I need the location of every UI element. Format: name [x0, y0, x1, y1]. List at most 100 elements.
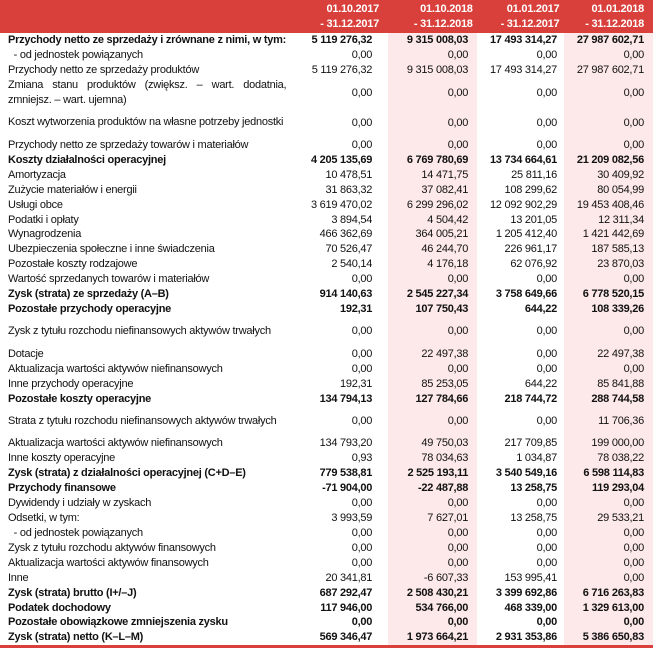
value-cell: 7 627,01: [388, 510, 478, 526]
value-cell: 0,00: [388, 406, 478, 436]
value-cell: 78 034,63: [388, 450, 478, 466]
value-cell: 2 545 227,34: [388, 286, 478, 302]
row-label: Ubezpieczenia społeczne i inne świadczen…: [8, 243, 215, 256]
row-label: Przychody netto ze sprzedaży i zrównane …: [8, 34, 287, 47]
value-cell: 0,00: [351, 86, 373, 99]
value-cell: 108 339,26: [564, 301, 653, 317]
row-label: Przychody netto ze sprzedaży produktów: [8, 64, 200, 77]
value-cell: 9 315 008,03: [388, 33, 478, 48]
row-label: Wynagrodzenia: [8, 228, 82, 241]
table-row: Pozostałe koszty rodzajowe 2 540,14 4 176,…: [0, 256, 653, 272]
value-cell: 1 034,87: [516, 452, 558, 465]
value-cell: 119 293,04: [564, 480, 653, 496]
row-label: Amortyzacja: [8, 168, 66, 181]
value-cell: 29 533,21: [564, 510, 653, 526]
value-cell: 11 706,36: [564, 406, 653, 436]
row-label: Pozostałe koszty rodzajowe: [8, 258, 138, 271]
table-row: Pozostałe obowiązkowe zmniejszenia zysku…: [0, 615, 653, 630]
value-cell: 20 341,81: [325, 571, 373, 584]
row-label: Inne przychody operacyjne: [8, 377, 134, 390]
row-label: Przychody netto ze sprzedaży towarów i m…: [8, 138, 249, 151]
value-cell: 134 794,13: [319, 392, 373, 405]
value-cell: 13 258,75: [510, 482, 558, 495]
row-label: Zysk (strata) brutto (I+/–J): [8, 586, 137, 599]
value-cell: 187 585,13: [564, 241, 653, 257]
value-cell: 0,00: [351, 362, 373, 375]
value-cell: 22 497,38: [388, 346, 478, 362]
row-label: Podatki i opłaty: [8, 213, 79, 226]
value-cell: 0,00: [564, 555, 653, 571]
value-cell: 192,31: [340, 303, 373, 316]
value-cell: 0,00: [564, 137, 653, 153]
value-cell: 0,00: [388, 316, 478, 347]
value-cell: 13 258,75: [510, 512, 558, 525]
value-cell: 468 339,00: [504, 601, 558, 614]
value-cell: 3 758 649,66: [495, 288, 558, 301]
value-cell: 2 931 353,86: [495, 631, 558, 644]
row-label: Zysk (strata) netto (K–L–M): [8, 631, 144, 644]
value-cell: 0,00: [536, 325, 558, 338]
value-cell: 153 995,41: [504, 571, 558, 584]
table-row: Dotacje 0,00 22 497,38 0,00 22 497,38: [0, 346, 653, 362]
table-row: Zysk (strata) brutto (I+/–J) 687 292,47 2 …: [0, 585, 653, 601]
table-row: Zmiana stanu produktów (zwiększ. – wart.…: [0, 77, 653, 108]
value-cell: 4 205 135,69: [310, 153, 373, 166]
value-cell: 0,00: [388, 540, 478, 556]
value-cell: 6 778 520,15: [564, 286, 653, 302]
value-cell: 0,00: [536, 116, 558, 129]
header-col-2: 01.10.2018- 31.12.2018: [413, 3, 473, 30]
value-cell: 0,00: [536, 49, 558, 62]
value-cell: 0,00: [388, 47, 478, 63]
value-cell: 27 987 602,71: [564, 33, 653, 48]
row-label: Pozostałe przychody operacyjne: [8, 303, 172, 316]
row-label: Pozostałe obowiązkowe zmniejszenia zysku: [8, 616, 228, 629]
value-cell: 117 946,00: [320, 601, 373, 614]
value-cell: 1 329 613,00: [564, 600, 653, 616]
value-cell: 13 734 664,61: [489, 153, 558, 166]
value-cell: 1 205 412,40: [495, 228, 558, 241]
row-label: Inne: [8, 571, 29, 584]
value-cell: 9 315 008,03: [388, 62, 478, 78]
table-row: Koszty działalności operacyjnej 4 205 135…: [0, 152, 653, 168]
table-header: 01.10.2017- 31.12.2017 01.10.2018- 31.12…: [0, 0, 653, 33]
value-cell: -71 904,00: [322, 482, 373, 495]
value-cell: 70 526,47: [325, 243, 373, 256]
row-label: Koszty działalności operacyjnej: [8, 153, 166, 166]
value-cell: 779 538,81: [319, 467, 373, 480]
value-cell: 49 750,03: [388, 435, 478, 451]
value-cell: 19 453 408,46: [564, 197, 653, 213]
header-col-1: 01.10.2017- 31.12.2017: [320, 3, 380, 30]
table-row: Amortyzacja 10 478,51 14 471,75 25 811,16 30…: [0, 167, 653, 183]
table-row: Podatek dochodowy 117 946,00 534 766,00 468…: [0, 600, 653, 616]
row-label: Aktualizacja wartości aktywów finansowyc…: [8, 556, 209, 569]
table-row: Inne koszty operacyjne 0,93 78 034,63 1 034…: [0, 450, 653, 466]
value-cell: 1 973 664,21: [388, 629, 478, 645]
value-cell: 6 769 780,69: [388, 152, 478, 168]
row-label: Koszt wytworzenia produktów na własne po…: [8, 116, 284, 129]
table-row: - od jednostek powiązanych 0,00 0,00 0,00 0,…: [0, 525, 653, 541]
value-cell: 46 244,70: [388, 241, 478, 257]
value-cell: 107 750,43: [388, 301, 478, 317]
table-row: - od jednostek powiązanych 0,00 0,00 0,00 0,…: [0, 47, 653, 63]
value-cell: 0,00: [388, 271, 478, 287]
value-cell: 12 092 902,29: [489, 198, 558, 211]
table-row: Ubezpieczenia społeczne i inne świadczen…: [0, 241, 653, 257]
table-row: Aktualizacja wartości aktywów niefinanso…: [0, 435, 653, 451]
value-cell: 466 362,69: [319, 228, 373, 241]
value-cell: 0,00: [388, 615, 478, 630]
value-cell: 1 421 442,69: [564, 227, 653, 242]
table-row: Strata z tytułu rozchodu niefinansowych …: [0, 406, 653, 436]
bottom-border: [0, 645, 653, 648]
value-cell: 687 292,47: [319, 586, 373, 599]
table-row: Pozostałe koszty operacyjne 134 794,13 127…: [0, 391, 653, 407]
table-row: Odsetki, w tym: 3 993,59 7 627,01 13 258,75…: [0, 510, 653, 526]
row-label: Dywidendy i udziały w zyskach: [8, 497, 152, 510]
row-label: Strata z tytułu rozchodu niefinansowych …: [8, 414, 277, 427]
value-cell: 0,00: [351, 415, 373, 428]
value-cell: 6 598 114,83: [564, 465, 653, 481]
value-cell: 13 201,05: [510, 213, 558, 226]
value-cell: 0,00: [564, 107, 653, 138]
value-cell: 534 766,00: [388, 600, 478, 616]
value-cell: 0,00: [351, 138, 373, 151]
value-cell: 5 119 276,32: [311, 34, 373, 47]
